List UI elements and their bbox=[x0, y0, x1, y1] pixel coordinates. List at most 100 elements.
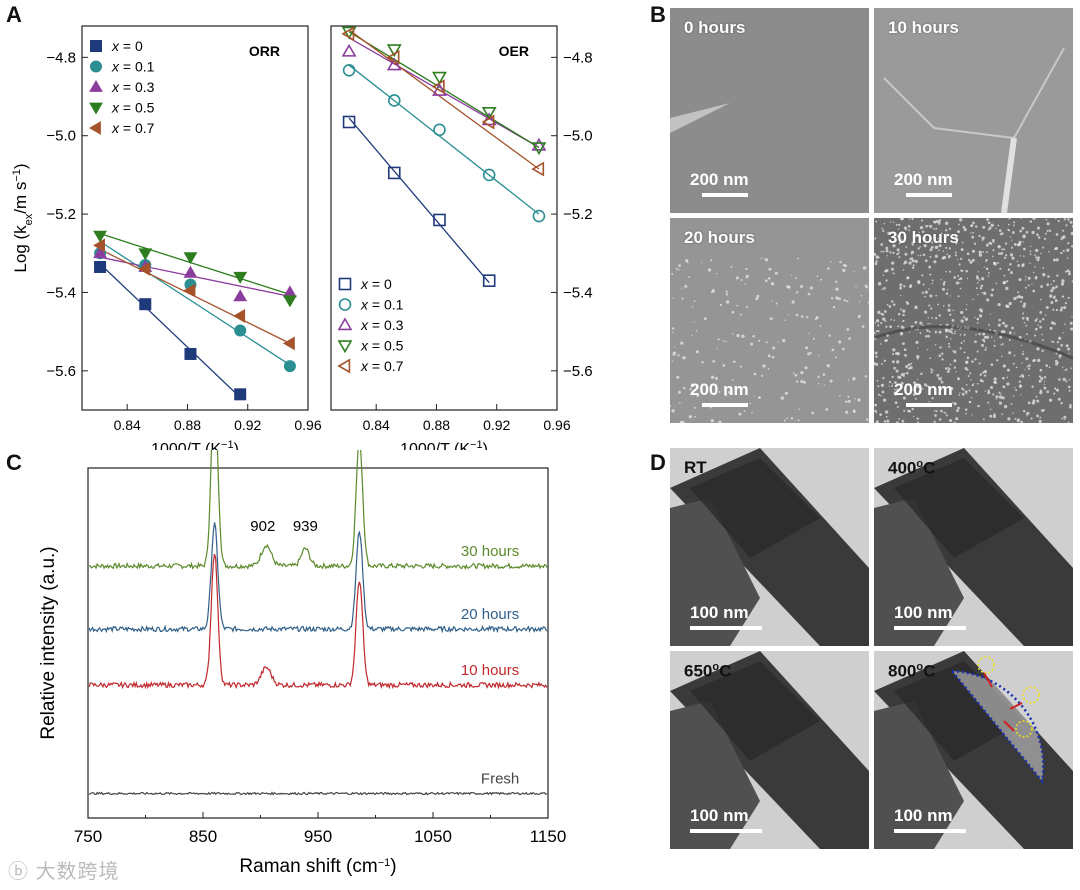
tile-label-text: 650 bbox=[684, 661, 713, 681]
sem-particle bbox=[897, 228, 900, 230]
sem-particle bbox=[943, 411, 946, 414]
sem-particle bbox=[1016, 260, 1019, 262]
sem-particle bbox=[1012, 224, 1015, 227]
sem-particle bbox=[1027, 284, 1030, 287]
sem-particle bbox=[864, 375, 867, 378]
watermark-logo-icon: ⓑ bbox=[8, 861, 29, 883]
sem-particle bbox=[800, 379, 804, 384]
sem-particle bbox=[930, 368, 933, 371]
sem-particle bbox=[959, 347, 962, 350]
sem-particle bbox=[1000, 330, 1004, 334]
sem-particle bbox=[940, 388, 943, 391]
sem-particle bbox=[1011, 239, 1013, 241]
sem-particle bbox=[875, 255, 879, 259]
sem-particle bbox=[688, 276, 691, 278]
sem-particle bbox=[1046, 283, 1050, 287]
sem-particle bbox=[828, 334, 831, 337]
sem-particle bbox=[752, 335, 755, 338]
sem-particle bbox=[946, 253, 949, 256]
sem-particle bbox=[884, 410, 889, 414]
orr-plot: 0.84 0.88 0.92 0.96 −4.8 −5.0 −5.2 −5.4 −5.6 ORR 1… bbox=[46, 25, 322, 450]
sem-particle bbox=[995, 398, 998, 400]
sem-particle bbox=[940, 376, 943, 379]
sem-particle bbox=[924, 237, 926, 240]
sem-particle bbox=[1071, 225, 1073, 228]
sem-particle bbox=[1007, 228, 1010, 231]
sem-particle bbox=[918, 231, 920, 234]
sem-particle bbox=[929, 224, 933, 228]
sem-particle bbox=[951, 332, 954, 335]
sem-particle bbox=[922, 388, 924, 390]
sem-particle bbox=[921, 238, 924, 240]
sem-particle bbox=[811, 411, 815, 415]
sem-particle bbox=[767, 354, 771, 358]
sem-particle bbox=[924, 259, 928, 263]
scale-bar: 200 nm bbox=[894, 170, 953, 197]
sem-particle bbox=[880, 394, 882, 397]
sem-particle bbox=[1036, 318, 1038, 320]
sem-particle bbox=[771, 300, 773, 302]
sem-particle bbox=[913, 381, 917, 385]
sem-particle bbox=[920, 219, 924, 222]
sem-particle bbox=[769, 317, 773, 321]
sem-particle bbox=[857, 314, 861, 319]
sem-particle bbox=[1020, 420, 1024, 423]
sem-particle bbox=[1004, 242, 1008, 245]
sem-particle bbox=[995, 282, 998, 285]
sem-particle bbox=[1025, 276, 1027, 278]
sem-feature bbox=[883, 47, 1065, 140]
oer-point bbox=[531, 161, 545, 177]
oer-legend-label: x = 0 bbox=[360, 276, 392, 292]
sem-particle bbox=[807, 352, 811, 356]
sem-particle bbox=[898, 256, 901, 259]
sem-particle bbox=[831, 348, 835, 352]
sem-particle bbox=[730, 265, 733, 268]
sem-particle bbox=[885, 249, 889, 253]
sem-particle bbox=[966, 277, 969, 280]
sem-particle bbox=[921, 324, 924, 326]
sem-particle bbox=[945, 229, 948, 232]
sem-particle bbox=[1051, 286, 1056, 290]
tile-label-text: 10 hours bbox=[888, 18, 959, 37]
sem-particle bbox=[943, 386, 947, 390]
sem-particle bbox=[860, 295, 863, 297]
sem-particle bbox=[883, 359, 887, 363]
sem-particle bbox=[927, 224, 929, 227]
sem-particle bbox=[956, 258, 959, 261]
sem-particle bbox=[892, 348, 896, 352]
sem-particle bbox=[1058, 336, 1062, 340]
sem-particle bbox=[927, 334, 930, 338]
sem-particle bbox=[905, 228, 907, 231]
sem-particle bbox=[875, 355, 878, 358]
sem-particle bbox=[968, 258, 971, 262]
sem-particle bbox=[886, 303, 889, 306]
sem-particle bbox=[976, 322, 979, 324]
sem-particle bbox=[790, 417, 794, 420]
sem-particle bbox=[934, 414, 937, 417]
oer-title: OER bbox=[499, 43, 529, 59]
sem-particle bbox=[1028, 364, 1031, 367]
sem-particle bbox=[939, 346, 942, 349]
sem-particle bbox=[992, 393, 995, 396]
scale-bar-line bbox=[906, 193, 952, 197]
sem-particle bbox=[911, 259, 915, 263]
sem-particle bbox=[1060, 401, 1063, 405]
sem-particle bbox=[1065, 344, 1069, 348]
sem-particle bbox=[989, 414, 993, 418]
sem-particle bbox=[956, 275, 959, 277]
oer-point bbox=[386, 57, 402, 71]
sem-particle bbox=[883, 286, 886, 290]
sem-particle bbox=[1067, 218, 1070, 221]
sem-particle bbox=[745, 305, 749, 309]
sem-particle bbox=[896, 248, 900, 252]
sem-particle bbox=[1046, 390, 1050, 394]
sem-particle bbox=[887, 231, 891, 236]
sem-particle bbox=[993, 377, 997, 381]
sem-particle bbox=[691, 306, 694, 308]
sem-particle bbox=[1041, 349, 1044, 353]
sem-particle bbox=[963, 228, 967, 232]
sem-particle bbox=[907, 367, 910, 370]
sem-particle bbox=[771, 355, 775, 359]
sem-particle bbox=[940, 380, 944, 384]
sem-particle bbox=[932, 228, 935, 230]
